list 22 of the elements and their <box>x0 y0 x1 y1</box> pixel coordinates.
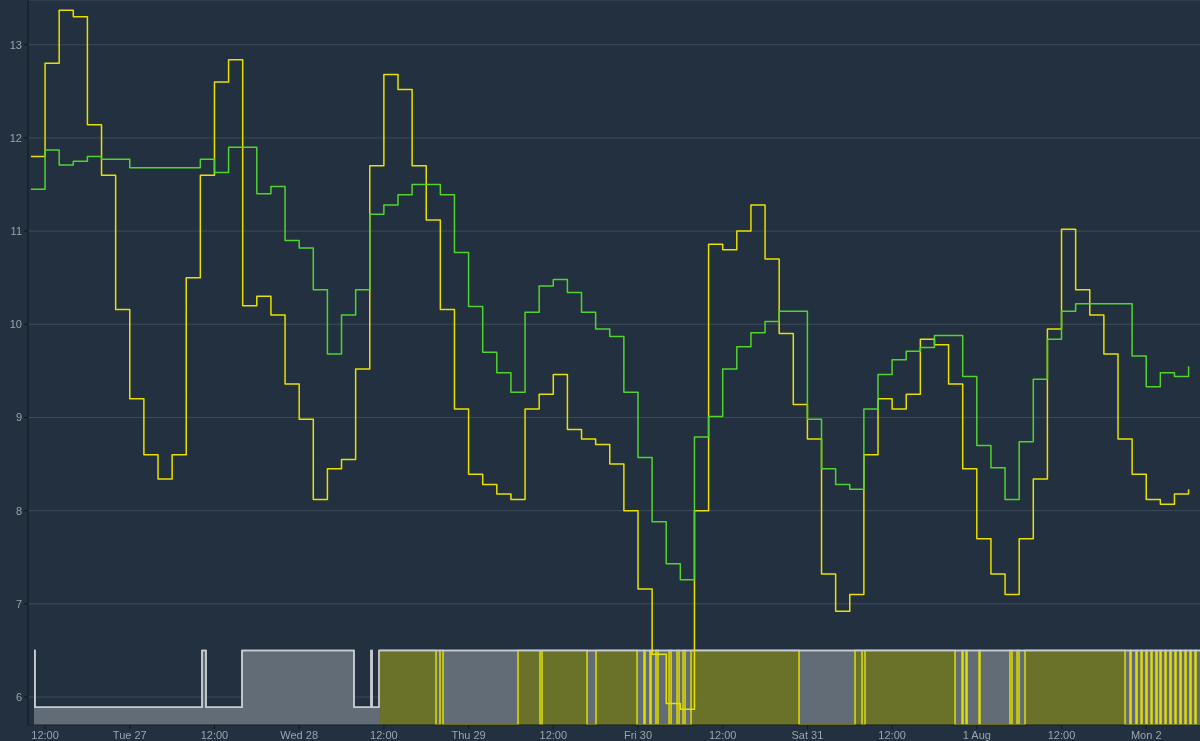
y-tick-label: 12 <box>9 131 22 144</box>
x-tick-label: Thu 29 <box>451 728 486 741</box>
x-tick-label: Wed 28 <box>280 728 319 741</box>
y-tick-label: 9 <box>15 411 22 424</box>
y-tick-label: 10 <box>9 318 22 331</box>
x-tick-label: 12:00 <box>370 728 398 741</box>
x-tick-label: Fri 30 <box>623 728 653 741</box>
x-tick-label: 12:00 <box>878 728 906 741</box>
x-tick-label: Mon 2 <box>1130 728 1162 741</box>
x-tick-label: 12:00 <box>200 728 229 741</box>
x-tick-label: 1 Aug <box>962 728 991 741</box>
x-tick-label: Sat 31 <box>791 728 824 741</box>
x-tick-label: 12:00 <box>539 728 568 741</box>
y-tick-label: 7 <box>15 597 22 610</box>
y-tick-label: 11 <box>10 225 22 238</box>
x-tick-label: 12:00 <box>1047 728 1076 741</box>
x-tick-label: 12:00 <box>31 728 59 741</box>
y-tick-label: 13 <box>9 38 22 51</box>
y-tick-label: 8 <box>15 504 22 517</box>
x-tick-label: 12:00 <box>708 728 737 741</box>
y-tick-label: 6 <box>15 690 22 703</box>
x-tick-label: Tue 27 <box>112 728 147 741</box>
